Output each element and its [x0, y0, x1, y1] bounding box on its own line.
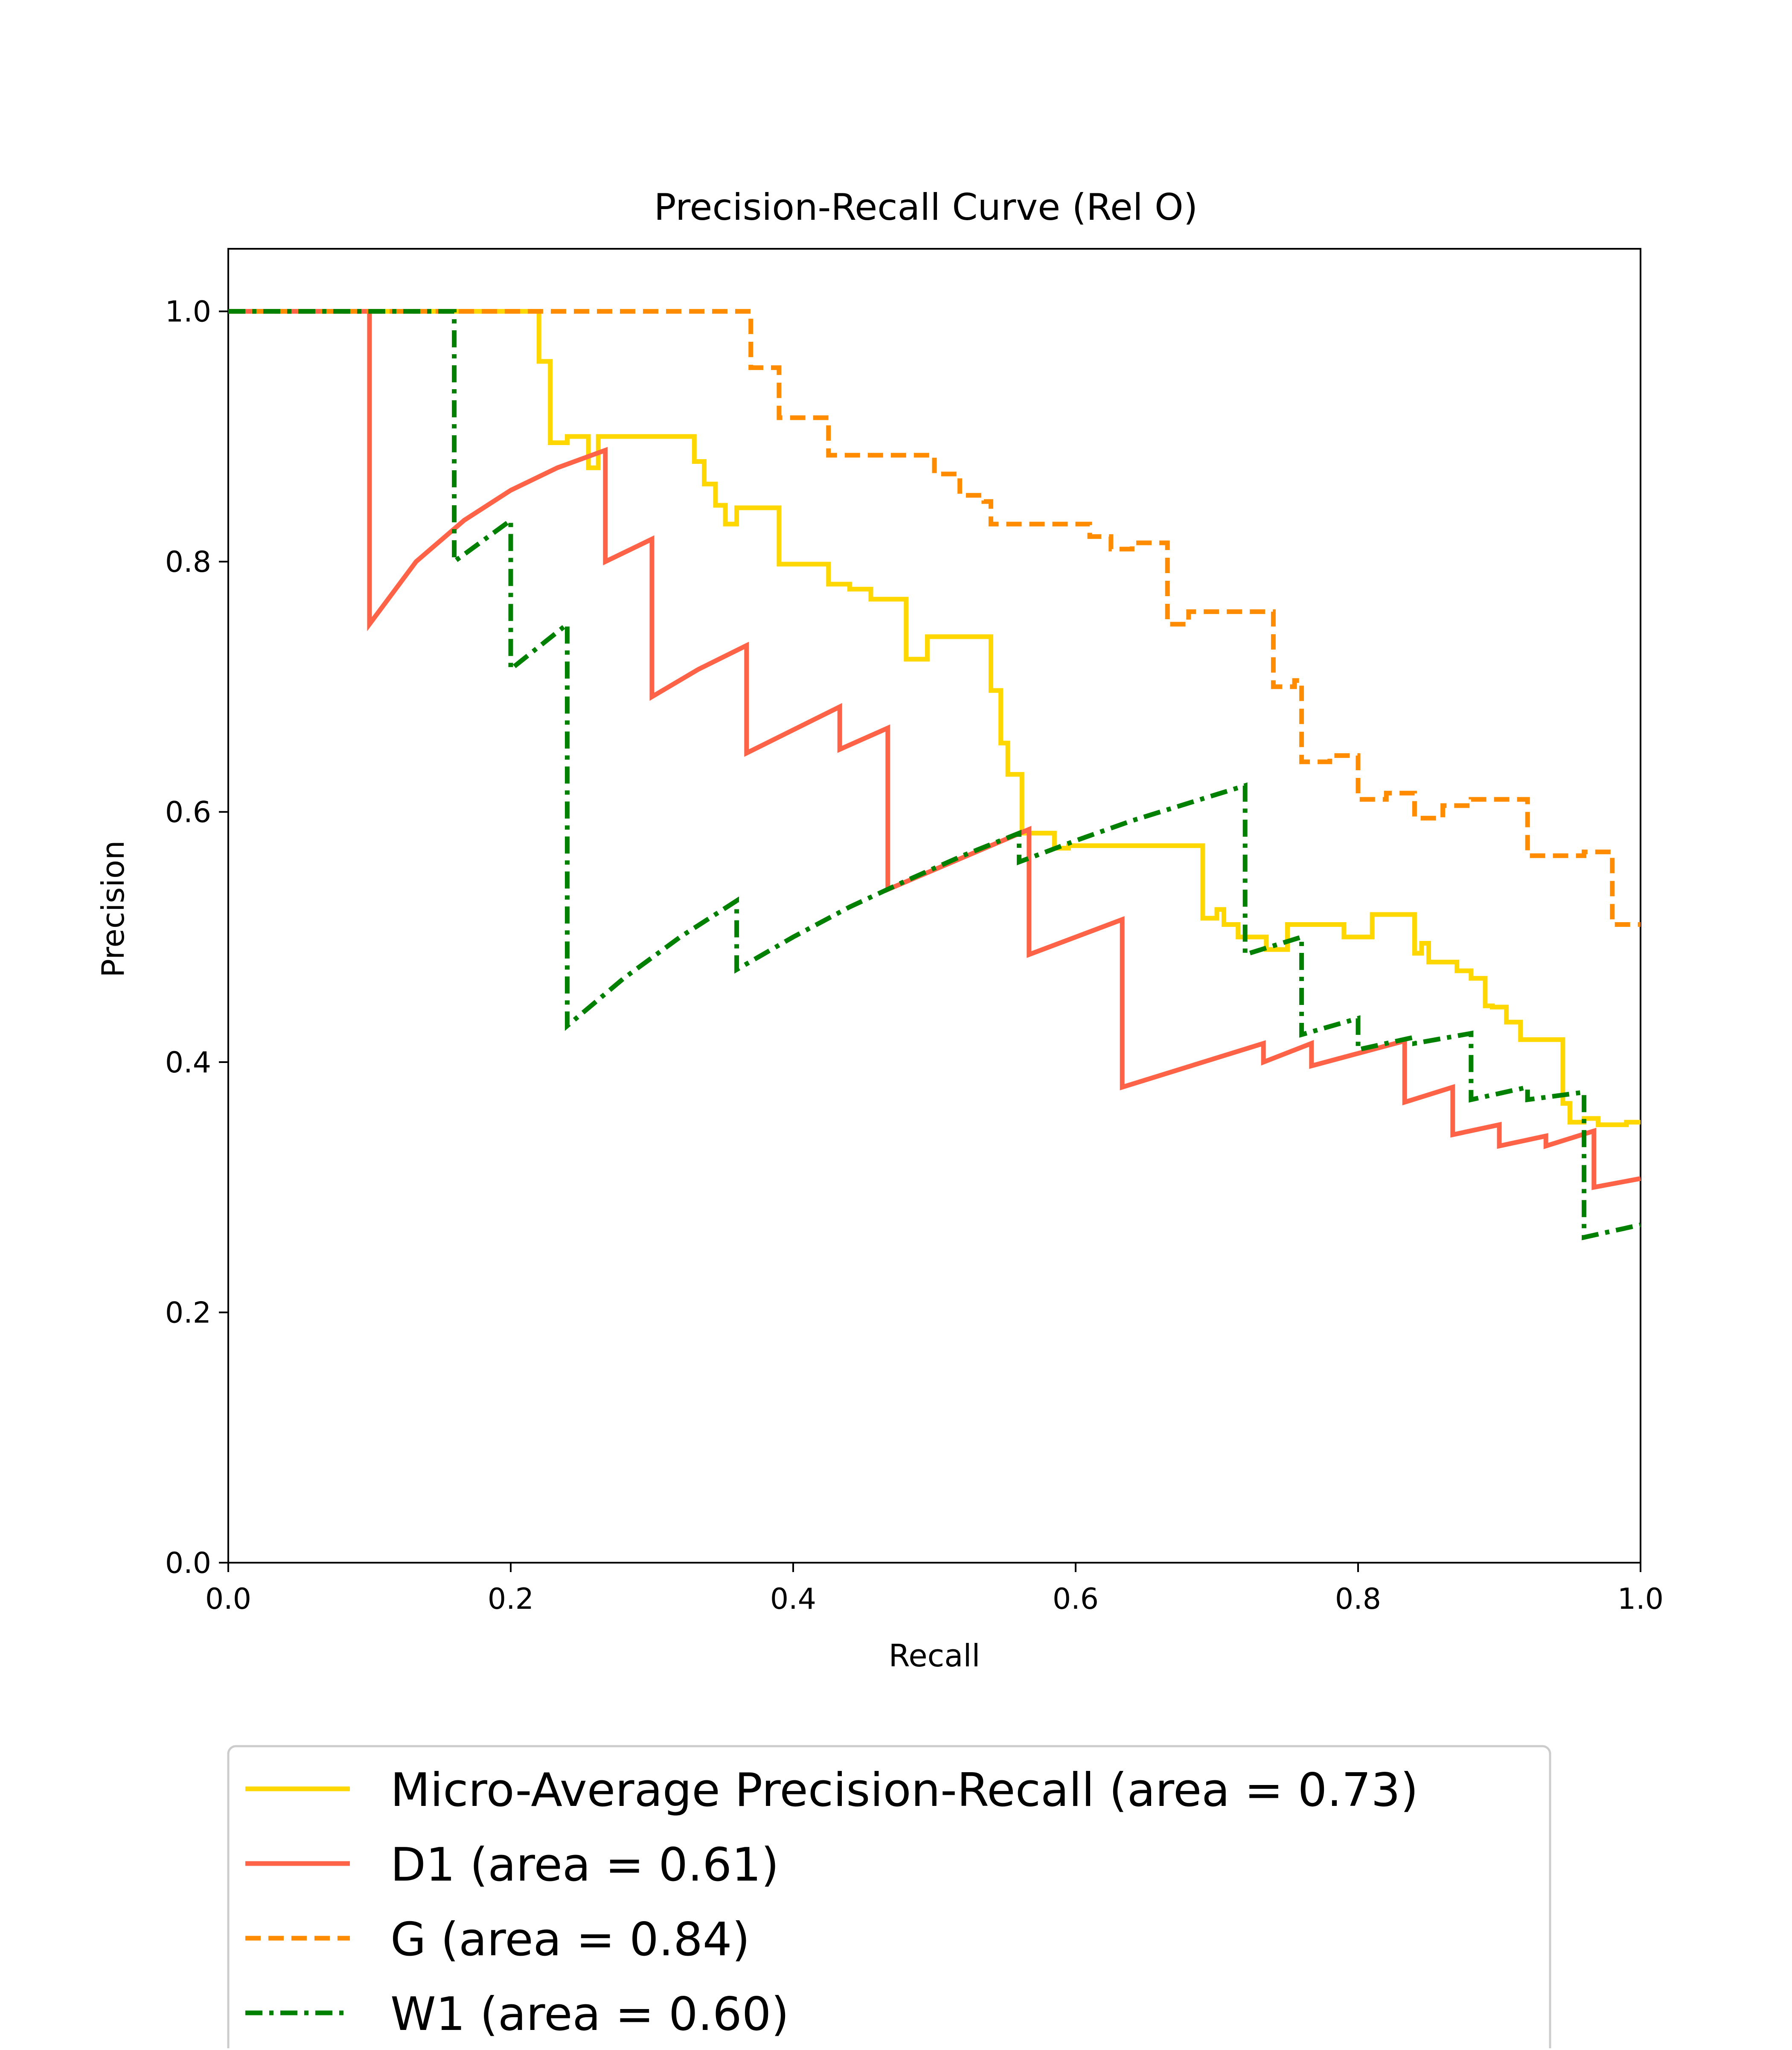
series-line-1	[228, 309, 1641, 1190]
y-tick-label: 0.8	[165, 545, 211, 579]
y-tick-label: 0.4	[165, 1046, 211, 1080]
plot-frame	[227, 248, 1641, 1564]
x-tick-label: 0.0	[205, 1582, 251, 1616]
y-tick-label: 0.6	[165, 796, 211, 830]
y-axis-label: Precision	[95, 840, 131, 977]
series-line-3	[228, 309, 1641, 1240]
legend-label: D1 (area = 0.61)	[390, 1838, 779, 1892]
x-tick-label: 0.6	[1053, 1582, 1099, 1616]
x-tick-label: 1.0	[1617, 1582, 1664, 1616]
plot-area: 0.0 0.2 0.4 0.6 0.8 1.0 0.0 0.2 0.4 0.6 0.8 1.0	[165, 248, 1664, 1616]
x-tick-label: 0.4	[770, 1582, 816, 1616]
series-line-2	[228, 309, 1641, 927]
y-tick-label: 0.2	[165, 1296, 211, 1330]
legend-label: G (area = 0.84)	[390, 1913, 750, 1966]
series-line-0	[228, 309, 1641, 1127]
legend-items: Micro-Average Precision-Recall (area = 0…	[245, 1764, 1418, 2041]
y-tick-label: 1.0	[165, 295, 211, 329]
x-axis-ticks: 0.0 0.2 0.4 0.6 0.8 1.0	[205, 1563, 1664, 1616]
x-tick-label: 0.2	[488, 1582, 534, 1616]
legend: Micro-Average Precision-Recall (area = 0…	[227, 1745, 1551, 2050]
legend-label: W1 (area = 0.60)	[390, 1988, 789, 2041]
y-tick-label: 0.0	[165, 1546, 211, 1580]
x-tick-label: 0.8	[1335, 1582, 1381, 1616]
series-layer	[228, 309, 1641, 1240]
legend-box	[227, 1745, 1551, 2050]
y-axis-ticks: 0.0 0.2 0.4 0.6 0.8 1.0	[165, 295, 228, 1580]
chart-title: Precision-Recall Curve (Rel O)	[654, 186, 1198, 229]
x-axis-label: Recall	[889, 1638, 980, 1674]
legend-label: Micro-Average Precision-Recall (area = 0…	[390, 1764, 1418, 1817]
